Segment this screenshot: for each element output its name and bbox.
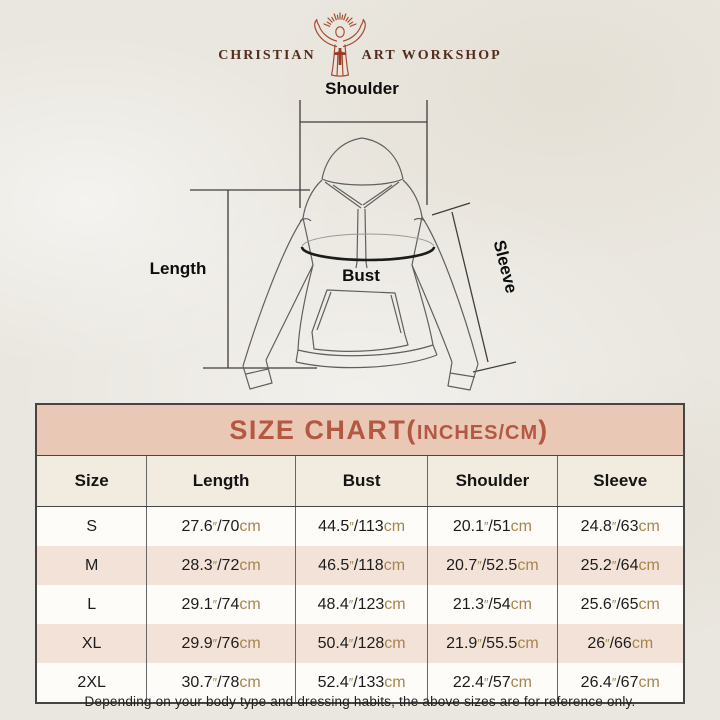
right-sleeve <box>411 216 479 391</box>
drawstrings <box>355 208 368 269</box>
measurement-cell: 29.9″/76cm <box>146 624 296 663</box>
measurement-cell: 48.4″/123cm <box>294 585 428 624</box>
table-row: XL 29.9″/76cm 50.4″/128cm 21.9″/55.5cm 26″/6… <box>37 624 683 663</box>
length-label: Length <box>150 259 207 278</box>
size-cell: S <box>37 506 147 546</box>
sun-rays <box>323 12 357 27</box>
sleeve-measure-line <box>431 202 517 373</box>
measurement-cell: 25.6″/65cm <box>556 585 683 624</box>
table-row: M 28.3″/72cm 46.5″/118cm 20.7″/52.5cm 25.2″/… <box>37 546 683 585</box>
measurement-cell: 28.3″/72cm <box>146 546 296 585</box>
jesus-open-arms-icon <box>313 12 366 77</box>
size-chart: SIZE CHART(INCHES/CM) Size Length Bust Shou… <box>35 403 685 704</box>
shoulder-label: Shoulder <box>325 79 399 98</box>
brand-logo: CHRISTIAN ART WORKSHOP <box>0 10 720 78</box>
measurement-cell: 50.4″/128cm <box>294 624 428 663</box>
measurement-cell: 22.4″/57cm <box>427 663 557 702</box>
measurement-lines <box>190 100 517 373</box>
measurement-cell: 30.7″/78cm <box>146 663 296 702</box>
column-header: Sleeve <box>556 456 683 507</box>
measurement-cell: 46.5″/118cm <box>294 546 428 585</box>
figure-arms <box>313 18 366 48</box>
size-cell: 2XL <box>37 663 147 702</box>
cross-icon <box>334 48 346 65</box>
shoulder-measure-line <box>299 100 428 208</box>
measurement-cell: 20.7″/52.5cm <box>427 546 557 585</box>
footnote: Depending on your body type and dressing… <box>84 694 636 709</box>
bust-line-back <box>301 233 435 248</box>
measurement-cell: 52.4″/133cm <box>294 663 428 702</box>
shoulders <box>299 179 426 222</box>
table-row: S 27.6″/70cm 44.5″/113cm 20.1″/51cm 24.8″/63… <box>37 506 683 546</box>
brand-name-left: CHRISTIAN <box>218 48 316 63</box>
column-header: Bust <box>294 456 428 507</box>
measurement-cell: 20.1″/51cm <box>427 506 557 546</box>
hoodie-drawing <box>242 137 479 391</box>
figure-head <box>334 26 345 38</box>
table-header-row: Size Length Bust Shoulder Sleeve <box>37 456 683 507</box>
size-cell: M <box>37 546 147 585</box>
kangaroo-pocket <box>311 289 409 352</box>
measurement-cell: 44.5″/113cm <box>294 506 428 546</box>
measurement-cell: 26.4″/67cm <box>556 663 683 702</box>
brand-name-right: ART WORKSHOP <box>361 48 502 63</box>
measurement-cell: 21.3″/54cm <box>427 585 557 624</box>
size-cell: XL <box>37 624 147 663</box>
measurement-cell: 25.2″/64cm <box>556 546 683 585</box>
measurement-cell: 27.6″/70cm <box>146 506 296 546</box>
table-row: 2XL 30.7″/78cm 52.4″/133cm 22.4″/57cm 26.4″/… <box>37 663 683 702</box>
figure-robe <box>330 44 349 77</box>
title-text: SIZE CHART( <box>229 415 417 445</box>
bust-label: Bust <box>342 266 380 285</box>
sleeve-label: Sleeve <box>490 238 521 295</box>
title-units: INCHES/CM <box>416 422 539 444</box>
measurement-cell: 29.1″/74cm <box>146 585 296 624</box>
column-header: Shoulder <box>427 456 557 507</box>
left-sleeve <box>242 217 314 390</box>
table-row: L 29.1″/74cm 48.4″/123cm 21.3″/54cm 25.6″/65… <box>37 585 683 624</box>
column-header: Size <box>37 456 147 507</box>
hoodie-measurement-diagram: Shoulder Length Bust Sleeve <box>150 79 521 391</box>
size-table: Size Length Bust Shoulder Sleeve S 27.6″/70cm… <box>37 456 683 702</box>
bust-line-front <box>300 246 436 262</box>
title-close-paren: ) <box>538 415 549 445</box>
hood <box>321 137 404 209</box>
length-measure-line <box>190 189 317 369</box>
size-chart-title: SIZE CHART(INCHES/CM) <box>37 405 683 456</box>
column-header: Length <box>146 456 296 507</box>
measurement-cell: 26″/66cm <box>556 624 683 663</box>
size-cell: L <box>37 585 147 624</box>
measurement-cell: 24.8″/63cm <box>556 506 683 546</box>
measurement-cell: 21.9″/55.5cm <box>427 624 557 663</box>
